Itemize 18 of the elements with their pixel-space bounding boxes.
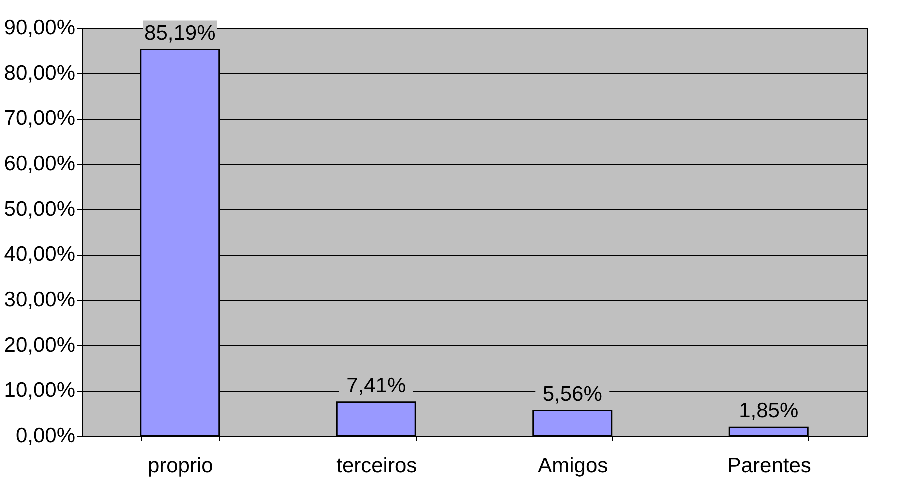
data-label: 7,41%	[346, 374, 406, 398]
x-tick-label: terceiros	[336, 454, 418, 478]
x-tick-label: Amigos	[538, 454, 608, 478]
y-tick-label: 30,00%	[4, 288, 76, 312]
y-tick-label: 70,00%	[4, 107, 76, 130]
data-label: 85,19%	[144, 22, 216, 45]
y-tick-label: 20,00%	[4, 334, 76, 357]
data-label: 5,56%	[542, 382, 602, 406]
y-tick-label: 0,00%	[16, 424, 76, 448]
y-tick-label: 50,00%	[4, 198, 76, 221]
x-tick-label: proprio	[148, 454, 214, 478]
y-tick-label: 90,00%	[4, 16, 76, 40]
y-tick-label: 60,00%	[4, 152, 76, 176]
y-tick-label: 10,00%	[4, 379, 76, 402]
y-tick-label: 40,00%	[4, 243, 76, 266]
data-label: 1,85%	[739, 400, 799, 423]
x-tick-label: Parentes	[727, 454, 812, 478]
y-tick-label: 80,00%	[4, 62, 76, 85]
